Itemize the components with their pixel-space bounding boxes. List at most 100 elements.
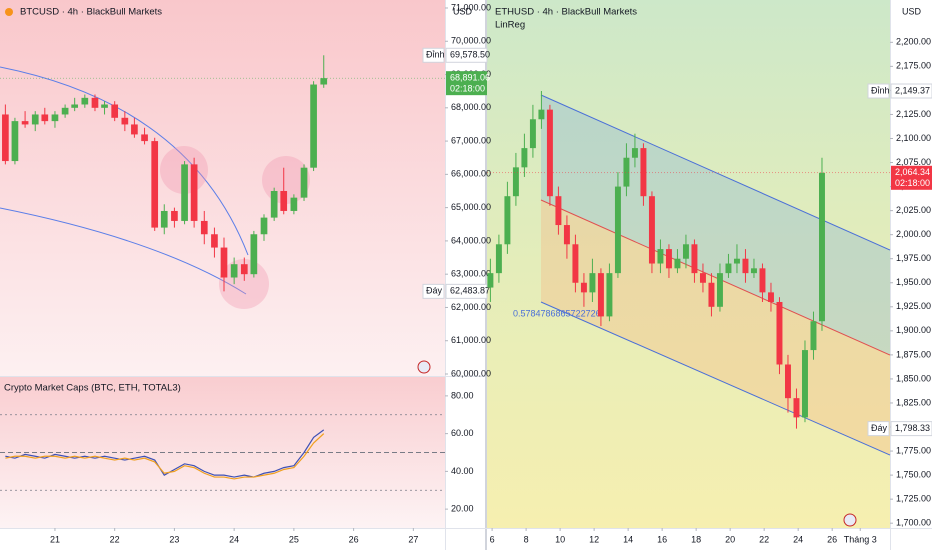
indicator-name: LinReg	[495, 20, 525, 31]
candle-body	[648, 196, 655, 264]
y-tick-label: 64,000.00	[451, 235, 491, 245]
candle-body	[802, 350, 808, 418]
candle-body	[708, 282, 715, 307]
symbol-icon	[5, 8, 13, 16]
y-tick-label: 62,000.00	[451, 302, 491, 312]
linreg-upper	[540, 94, 891, 251]
y-tick-label: 66,000.00	[451, 169, 491, 179]
y-tick-label: 61,000.00	[451, 335, 491, 345]
logo	[843, 513, 857, 527]
y-tick-label: 2,200.00	[896, 37, 931, 47]
price-badge	[890, 83, 932, 99]
x-tick-label: 24	[793, 534, 803, 544]
x-tick-label: 21	[50, 534, 60, 544]
candle-body	[759, 268, 766, 293]
price-badge-time: 02:18:00	[895, 178, 930, 188]
y-tick-label: 1,825.00	[896, 397, 931, 407]
price-tag-text: Đáy	[426, 286, 443, 296]
candle-body	[71, 104, 79, 108]
candle-body	[2, 114, 9, 162]
indicator-line	[5, 433, 325, 480]
y-tick-label: 1,875.00	[896, 349, 931, 359]
price-badge-time: 02:18:00	[450, 84, 485, 94]
y-tick-label: 1,775.00	[896, 445, 931, 455]
arc-line	[0, 207, 247, 295]
x-tick-label: 12	[589, 534, 599, 544]
y-tick-label: 40.00	[451, 466, 474, 476]
price-tag	[867, 421, 890, 437]
candle-body	[733, 258, 740, 264]
y-tick-label: 2,075.00	[896, 157, 931, 167]
candle-body	[521, 148, 528, 168]
x-tick-label: 14	[623, 534, 633, 544]
price-badge	[891, 165, 932, 190]
y-tick-label: 60,000.00	[451, 368, 491, 378]
candle-body	[742, 258, 749, 274]
candle-body	[606, 273, 613, 317]
candle-body	[290, 197, 298, 211]
candle-body	[121, 117, 129, 125]
y-tick-label: 1,975.00	[896, 253, 931, 263]
price-badge	[446, 71, 487, 96]
x-tick-label: 27	[408, 534, 418, 544]
y-tick-label: 67,000.00	[451, 135, 491, 145]
candle-body	[101, 104, 108, 108]
candle-body	[31, 114, 39, 125]
candle-body	[41, 114, 49, 122]
price-badge-value: 68,891.06	[450, 73, 490, 83]
price-badge-value: 1,798.33	[895, 423, 930, 433]
candle-body	[270, 190, 278, 218]
candle-body	[623, 157, 630, 187]
candle-body	[181, 164, 188, 221]
indicator-line	[5, 429, 325, 478]
price-badge	[890, 421, 932, 437]
logo	[417, 360, 431, 374]
x-tick-label: 24	[229, 534, 239, 544]
y-tick-label: 80.00	[451, 390, 474, 400]
x-tick-label: 20	[725, 534, 735, 544]
candle-body	[310, 84, 317, 168]
x-tick-label: 22	[110, 534, 120, 544]
candle-body	[200, 220, 208, 235]
price-badge-value: 62,483.87	[450, 286, 490, 296]
y-tick-label: 1,850.00	[896, 373, 931, 383]
y-tick-label: 2,175.00	[896, 61, 931, 71]
price-badge	[445, 283, 488, 299]
candle-body	[11, 121, 19, 162]
candle-body	[160, 210, 168, 228]
y-tick-label: 1,950.00	[896, 277, 931, 287]
candle-body	[546, 109, 553, 197]
candle-body	[750, 268, 757, 274]
price-badge-value: 2,064.34	[895, 167, 930, 177]
candle-body	[21, 121, 29, 125]
candle-body	[640, 148, 647, 197]
x-tick-label: 23	[169, 534, 179, 544]
candle-body	[538, 109, 545, 120]
candle-body	[512, 167, 519, 197]
y-tick-label: 20.00	[451, 504, 474, 514]
linreg-label: 0.5784786865722726	[513, 308, 601, 318]
y-tick-label: 71,000.00	[451, 2, 491, 12]
candle-body	[190, 164, 198, 221]
y-tick-label: 1,925.00	[896, 301, 931, 311]
candle-body	[555, 196, 562, 226]
candle-body	[572, 244, 579, 283]
x-tick-label: 25	[289, 534, 299, 544]
candle-body	[767, 292, 774, 302]
candle-body	[151, 141, 159, 228]
candle-body	[682, 244, 689, 259]
candle-body	[280, 190, 288, 211]
y-tick-label: 60.00	[451, 428, 474, 438]
currency: USD	[453, 6, 473, 16]
candle-body	[111, 104, 119, 118]
candle-body	[51, 114, 59, 122]
btc-pane	[0, 0, 445, 376]
chart-title: BTCUSD · 4h · BlackBull Markets	[20, 7, 162, 18]
x-tick-label: 18	[691, 534, 701, 544]
y-tick-label: 65,000.00	[451, 202, 491, 212]
candle-body	[220, 247, 228, 278]
arc-line	[0, 66, 249, 256]
candle-body	[580, 282, 587, 293]
candle-body	[141, 134, 148, 142]
